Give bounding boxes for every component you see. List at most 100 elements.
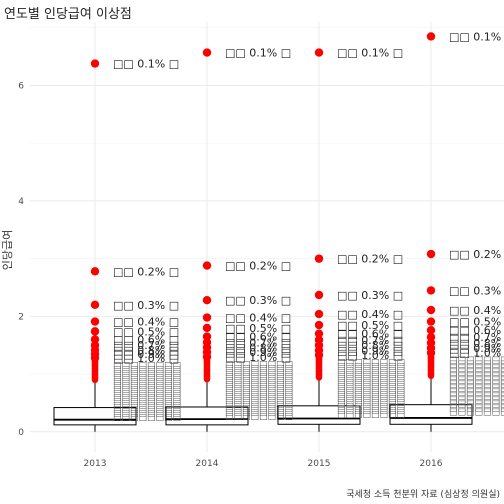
outlier-label: □□ 1.0% □: [449, 347, 504, 360]
axis-layer: 0 2 4 6 2013 2014 2015 2016: [18, 81, 442, 469]
outlier-label-minor: □□□□□□□□: [449, 356, 504, 366]
outlier-label-minor: □□□□□□□□: [113, 393, 181, 403]
outlier-label-minor: □□□□□□□□: [337, 394, 405, 404]
y-axis-label-wrap: 인당급여: [1, 220, 15, 280]
x-tick-label: 2016: [420, 459, 443, 469]
outlier-point-red: [426, 286, 436, 295]
x-tick-label: 2014: [196, 459, 219, 469]
y-tick-label: 2: [18, 312, 24, 322]
outlier-point-red: [314, 48, 324, 57]
outlier-label: □□ 0.8% □: [225, 342, 291, 355]
outlier-point-red: [426, 32, 436, 41]
outlier-label-minor: □□□□□□□□: [225, 380, 293, 390]
outlier-point-red: [90, 327, 100, 336]
outlier-label-minor: □□□□□□□□: [113, 373, 181, 383]
outlier-label: □□ 0.5% □: [225, 322, 291, 335]
outlier-label-minor: □□□□□□□□: [225, 404, 293, 414]
outlier-label: □□ 0.5% □: [337, 319, 403, 332]
outlier-label-minor: □□□□□□□□: [225, 408, 293, 418]
outlier-label: □□ 0.8% □: [113, 344, 179, 357]
outlier-point-red: [202, 48, 212, 57]
outlier-label-minor: □□□□□□□□: [449, 388, 504, 398]
outlier-label-minor: □□□□□□□□: [225, 384, 293, 394]
outlier-point-red: [202, 352, 212, 361]
outlier-label-minor: □□□□□□□□: [225, 372, 293, 382]
outlier-label-minor: □□□□□□□□: [113, 377, 181, 387]
outlier-label-minor: □□□□□□□□: [113, 389, 181, 399]
y-axis-label: 인당급여: [1, 229, 14, 271]
outlier-point-red: [202, 313, 212, 322]
outlier-label: □□ 1.0% □: [225, 351, 291, 364]
outlier-label-minor: □□□□□□□□: [337, 378, 405, 388]
outlier-label-minor: □□□□□□□□: [337, 382, 405, 392]
outlier-point-red: [90, 353, 100, 363]
outlier-layer: [90, 32, 436, 384]
outlier-label: □□ 0.1% □: [449, 30, 504, 43]
outlier-label: □□ 0.5% □: [449, 316, 504, 329]
outlier-label-minor: □□□□□□□□: [337, 390, 405, 400]
outlier-label-minor: □□□□□□□□: [225, 412, 293, 422]
outlier-label-minor: □□□□□□□□: [449, 408, 504, 418]
outlier-label-minor: □□□□□□□□: [225, 396, 293, 406]
outlier-label-minor: □□□□□□□□: [225, 392, 293, 402]
outlier-label-minor: □□□□□□□□: [337, 406, 405, 416]
outlier-point-red: [314, 329, 324, 338]
outlier-label-minor: □□□□□□□□: [113, 369, 181, 379]
outlier-point-red: [202, 261, 212, 270]
outlier-label: □□ 0.4% □: [113, 316, 179, 329]
outlier-label-minor: □□□□□□□□: [113, 413, 181, 423]
outlier-label: □□ 0.7% □: [113, 339, 179, 352]
outlier-label: □□ 0.2% □: [337, 253, 403, 266]
outlier-label-minor: □□□□□□□□: [449, 404, 504, 414]
outlier-point-red: [90, 59, 100, 68]
outlier-label-minor: □□□□□□□□: [449, 380, 504, 390]
outlier-label: □□ 0.9% □: [113, 348, 179, 361]
outlier-label: □□ 0.6% □: [337, 328, 403, 341]
outlier-label: □□ 0.9% □: [337, 344, 403, 357]
outlier-label-minor: □□□□□□□□: [337, 370, 405, 380]
outlier-label-minor: □□□□□□□□: [449, 376, 504, 386]
outlier-label: □□ 0.7% □: [225, 336, 291, 349]
outlier-point-red: [426, 317, 436, 326]
outlier-point-red: [314, 254, 324, 263]
box-layer: [53, 376, 473, 432]
outlier-point-red: [90, 335, 100, 344]
y-tick-label: 6: [18, 81, 24, 91]
outlier-label: □□ 0.2% □: [449, 248, 504, 261]
outlier-label-minor: □□□□□□□□: [113, 409, 181, 419]
label-layer: □□ 0.1% □□□ 0.2% □□□ 0.3% □□□ 0.4% □□□ 0…: [113, 30, 504, 422]
y-tick-label: 0: [18, 428, 24, 438]
outlier-label-minor: □□□□□□□□: [337, 398, 405, 408]
box-body: [165, 406, 249, 426]
outlier-point-red: [90, 300, 100, 310]
outlier-label: □□ 0.6% □: [225, 331, 291, 344]
outlier-label-minor: □□□□□□□□: [337, 362, 405, 372]
outlier-label: □□ 1.0% □: [113, 352, 179, 365]
outlier-point-red: [426, 249, 436, 259]
outlier-label-minor: □□□□□□□□: [337, 402, 405, 412]
outlier-label-minor: □□□□□□□□: [449, 392, 504, 402]
outlier-point-red: [202, 332, 212, 341]
outlier-point-red: [314, 290, 324, 300]
outlier-label-minor: □□□□□□□□: [337, 410, 405, 420]
outlier-label-minor: □□□□□□□□: [113, 401, 181, 411]
outlier-label-minor: □□□□□□□□: [337, 358, 405, 368]
outlier-label-minor: □□□□□□□□: [225, 388, 293, 398]
outlier-point-red: [314, 350, 324, 360]
outlier-label-minor: □□□□□□□□: [113, 361, 181, 371]
outlier-label: □□ 0.4% □: [449, 304, 504, 317]
outlier-label-minor: □□□□□□□□: [113, 397, 181, 407]
outlier-label-minor: □□□□□□□□: [337, 386, 405, 396]
outlier-label: □□ 0.5% □: [113, 325, 179, 338]
outlier-label: □□ 0.6% □: [449, 324, 504, 337]
outlier-point-red: [426, 305, 436, 315]
outlier-label-minor: □□□□□□□□: [113, 405, 181, 415]
outlier-label-minor: □□□□□□□□: [225, 364, 293, 374]
outlier-label: □□ 0.4% □: [337, 308, 403, 321]
outlier-label: □□ 0.9% □: [449, 342, 504, 355]
outlier-label: □□ 0.7% □: [449, 331, 504, 344]
outlier-label-minor: □□□□□□□□: [337, 374, 405, 384]
outlier-label-minor: □□□□□□□□: [225, 368, 293, 378]
outlier-label-minor: □□□□□□□□: [113, 385, 181, 395]
outlier-label-minor: □□□□□□□□: [225, 400, 293, 410]
